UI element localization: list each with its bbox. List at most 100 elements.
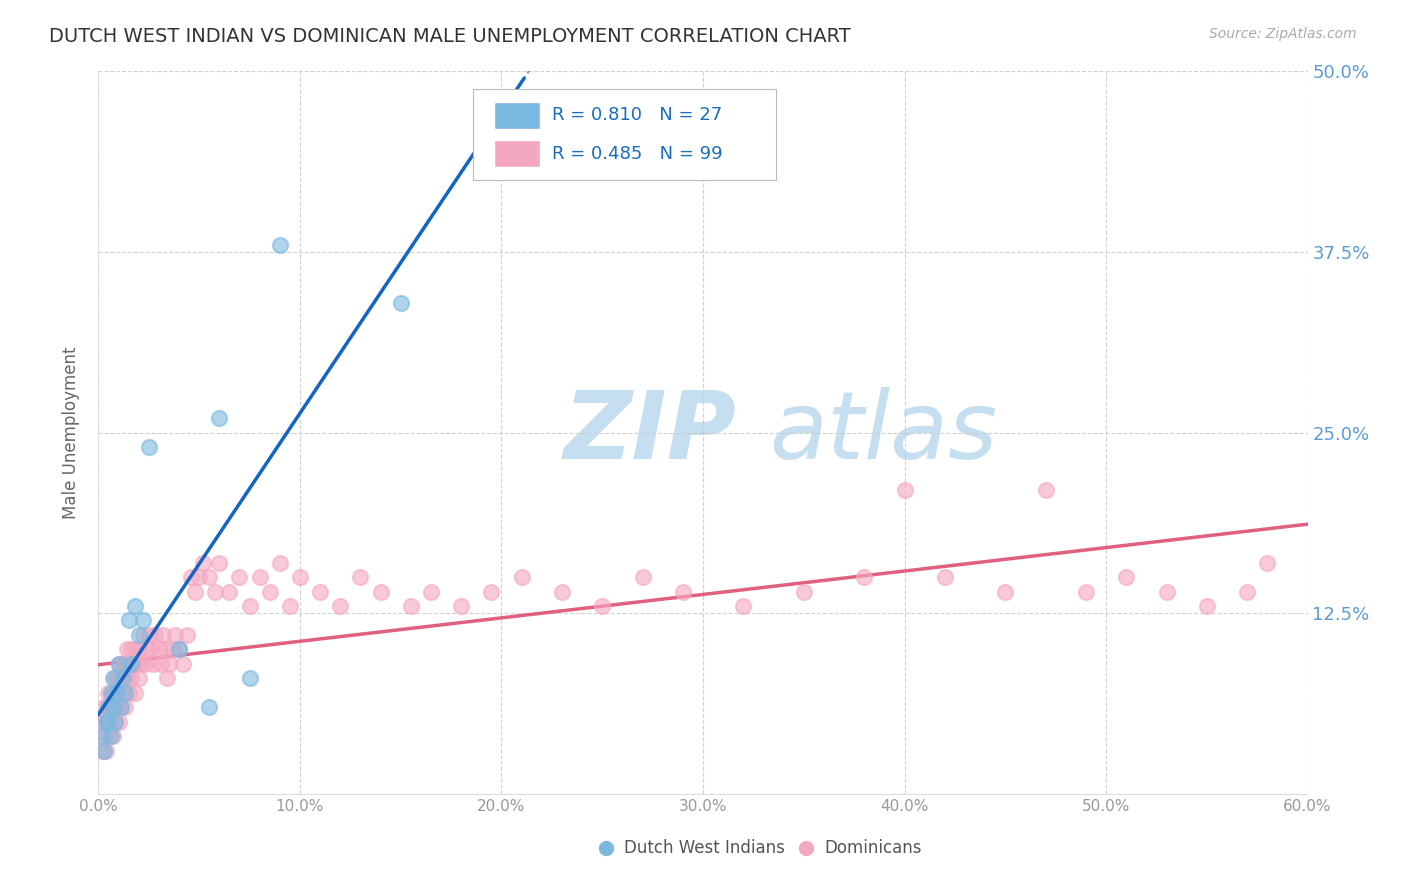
- Point: [105, 671, 128, 685]
- Point: [124, 642, 146, 657]
- Point: [100, 700, 122, 714]
- Point: [111, 686, 134, 700]
- Point: [101, 700, 124, 714]
- Point: [288, 570, 311, 584]
- Point: [167, 642, 190, 657]
- Point: [370, 584, 392, 599]
- Point: [132, 628, 155, 642]
- Point: [188, 570, 211, 584]
- FancyBboxPatch shape: [494, 102, 540, 129]
- Point: [193, 556, 215, 570]
- Point: [110, 700, 132, 714]
- Point: [121, 657, 143, 671]
- Point: [101, 729, 124, 743]
- Point: [125, 657, 148, 671]
- Point: [118, 657, 141, 671]
- Point: [163, 628, 186, 642]
- Point: [91, 729, 114, 743]
- Point: [259, 584, 281, 599]
- Point: [172, 657, 194, 671]
- Point: [153, 642, 176, 657]
- Point: [481, 584, 503, 599]
- Point: [1115, 570, 1137, 584]
- Point: [129, 657, 152, 671]
- Point: [631, 570, 654, 584]
- Point: [105, 700, 128, 714]
- Point: [105, 686, 128, 700]
- Point: [176, 628, 198, 642]
- Point: [1236, 584, 1258, 599]
- Point: [124, 599, 146, 613]
- Point: [128, 671, 150, 685]
- Point: [672, 584, 695, 599]
- Point: [510, 570, 533, 584]
- Point: [269, 237, 291, 252]
- Text: R = 0.810   N = 27: R = 0.810 N = 27: [551, 106, 723, 124]
- Point: [96, 743, 118, 757]
- Point: [107, 714, 129, 729]
- Point: [100, 714, 122, 729]
- Point: [180, 570, 202, 584]
- Point: [118, 686, 141, 700]
- Point: [93, 729, 115, 743]
- Point: [101, 700, 124, 714]
- Point: [148, 642, 170, 657]
- Point: [128, 642, 150, 657]
- Point: [218, 584, 240, 599]
- Point: [114, 686, 136, 700]
- Point: [138, 440, 160, 454]
- FancyBboxPatch shape: [494, 140, 540, 168]
- Point: [120, 642, 142, 657]
- Point: [97, 700, 120, 714]
- Text: Source: ZipAtlas.com: Source: ZipAtlas.com: [1209, 27, 1357, 41]
- Point: [239, 599, 262, 613]
- Point: [114, 657, 136, 671]
- Point: [107, 657, 129, 671]
- Point: [149, 657, 172, 671]
- Point: [157, 657, 180, 671]
- Point: [793, 584, 815, 599]
- Point: [134, 657, 156, 671]
- Point: [152, 628, 174, 642]
- Point: [101, 686, 124, 700]
- Point: [139, 642, 162, 657]
- Point: [162, 642, 184, 657]
- Point: [132, 614, 155, 628]
- Text: Dutch West Indians: Dutch West Indians: [624, 839, 786, 857]
- Point: [1256, 556, 1278, 570]
- Point: [118, 614, 141, 628]
- Point: [269, 556, 291, 570]
- Point: [184, 584, 207, 599]
- Point: [93, 700, 115, 714]
- Point: [934, 570, 956, 584]
- Point: [420, 584, 443, 599]
- Point: [551, 584, 574, 599]
- Point: [278, 599, 301, 613]
- Point: [135, 642, 157, 657]
- Point: [96, 714, 118, 729]
- Point: [91, 714, 114, 729]
- Text: R = 0.485   N = 99: R = 0.485 N = 99: [551, 145, 723, 162]
- Point: [120, 657, 142, 671]
- Point: [733, 599, 755, 613]
- Point: [103, 686, 125, 700]
- Text: ZIP: ZIP: [564, 386, 737, 479]
- Point: [91, 743, 114, 757]
- Point: [114, 700, 136, 714]
- Point: [349, 570, 371, 584]
- Point: [107, 686, 129, 700]
- Point: [110, 671, 132, 685]
- Point: [853, 570, 876, 584]
- Point: [309, 584, 332, 599]
- Point: [138, 628, 160, 642]
- Point: [97, 729, 120, 743]
- Point: [399, 599, 422, 613]
- Point: [167, 642, 190, 657]
- Point: [142, 657, 165, 671]
- Point: [93, 743, 115, 757]
- Point: [156, 671, 179, 685]
- Point: [893, 483, 915, 498]
- Point: [120, 671, 142, 685]
- Point: [124, 686, 146, 700]
- Point: [249, 570, 271, 584]
